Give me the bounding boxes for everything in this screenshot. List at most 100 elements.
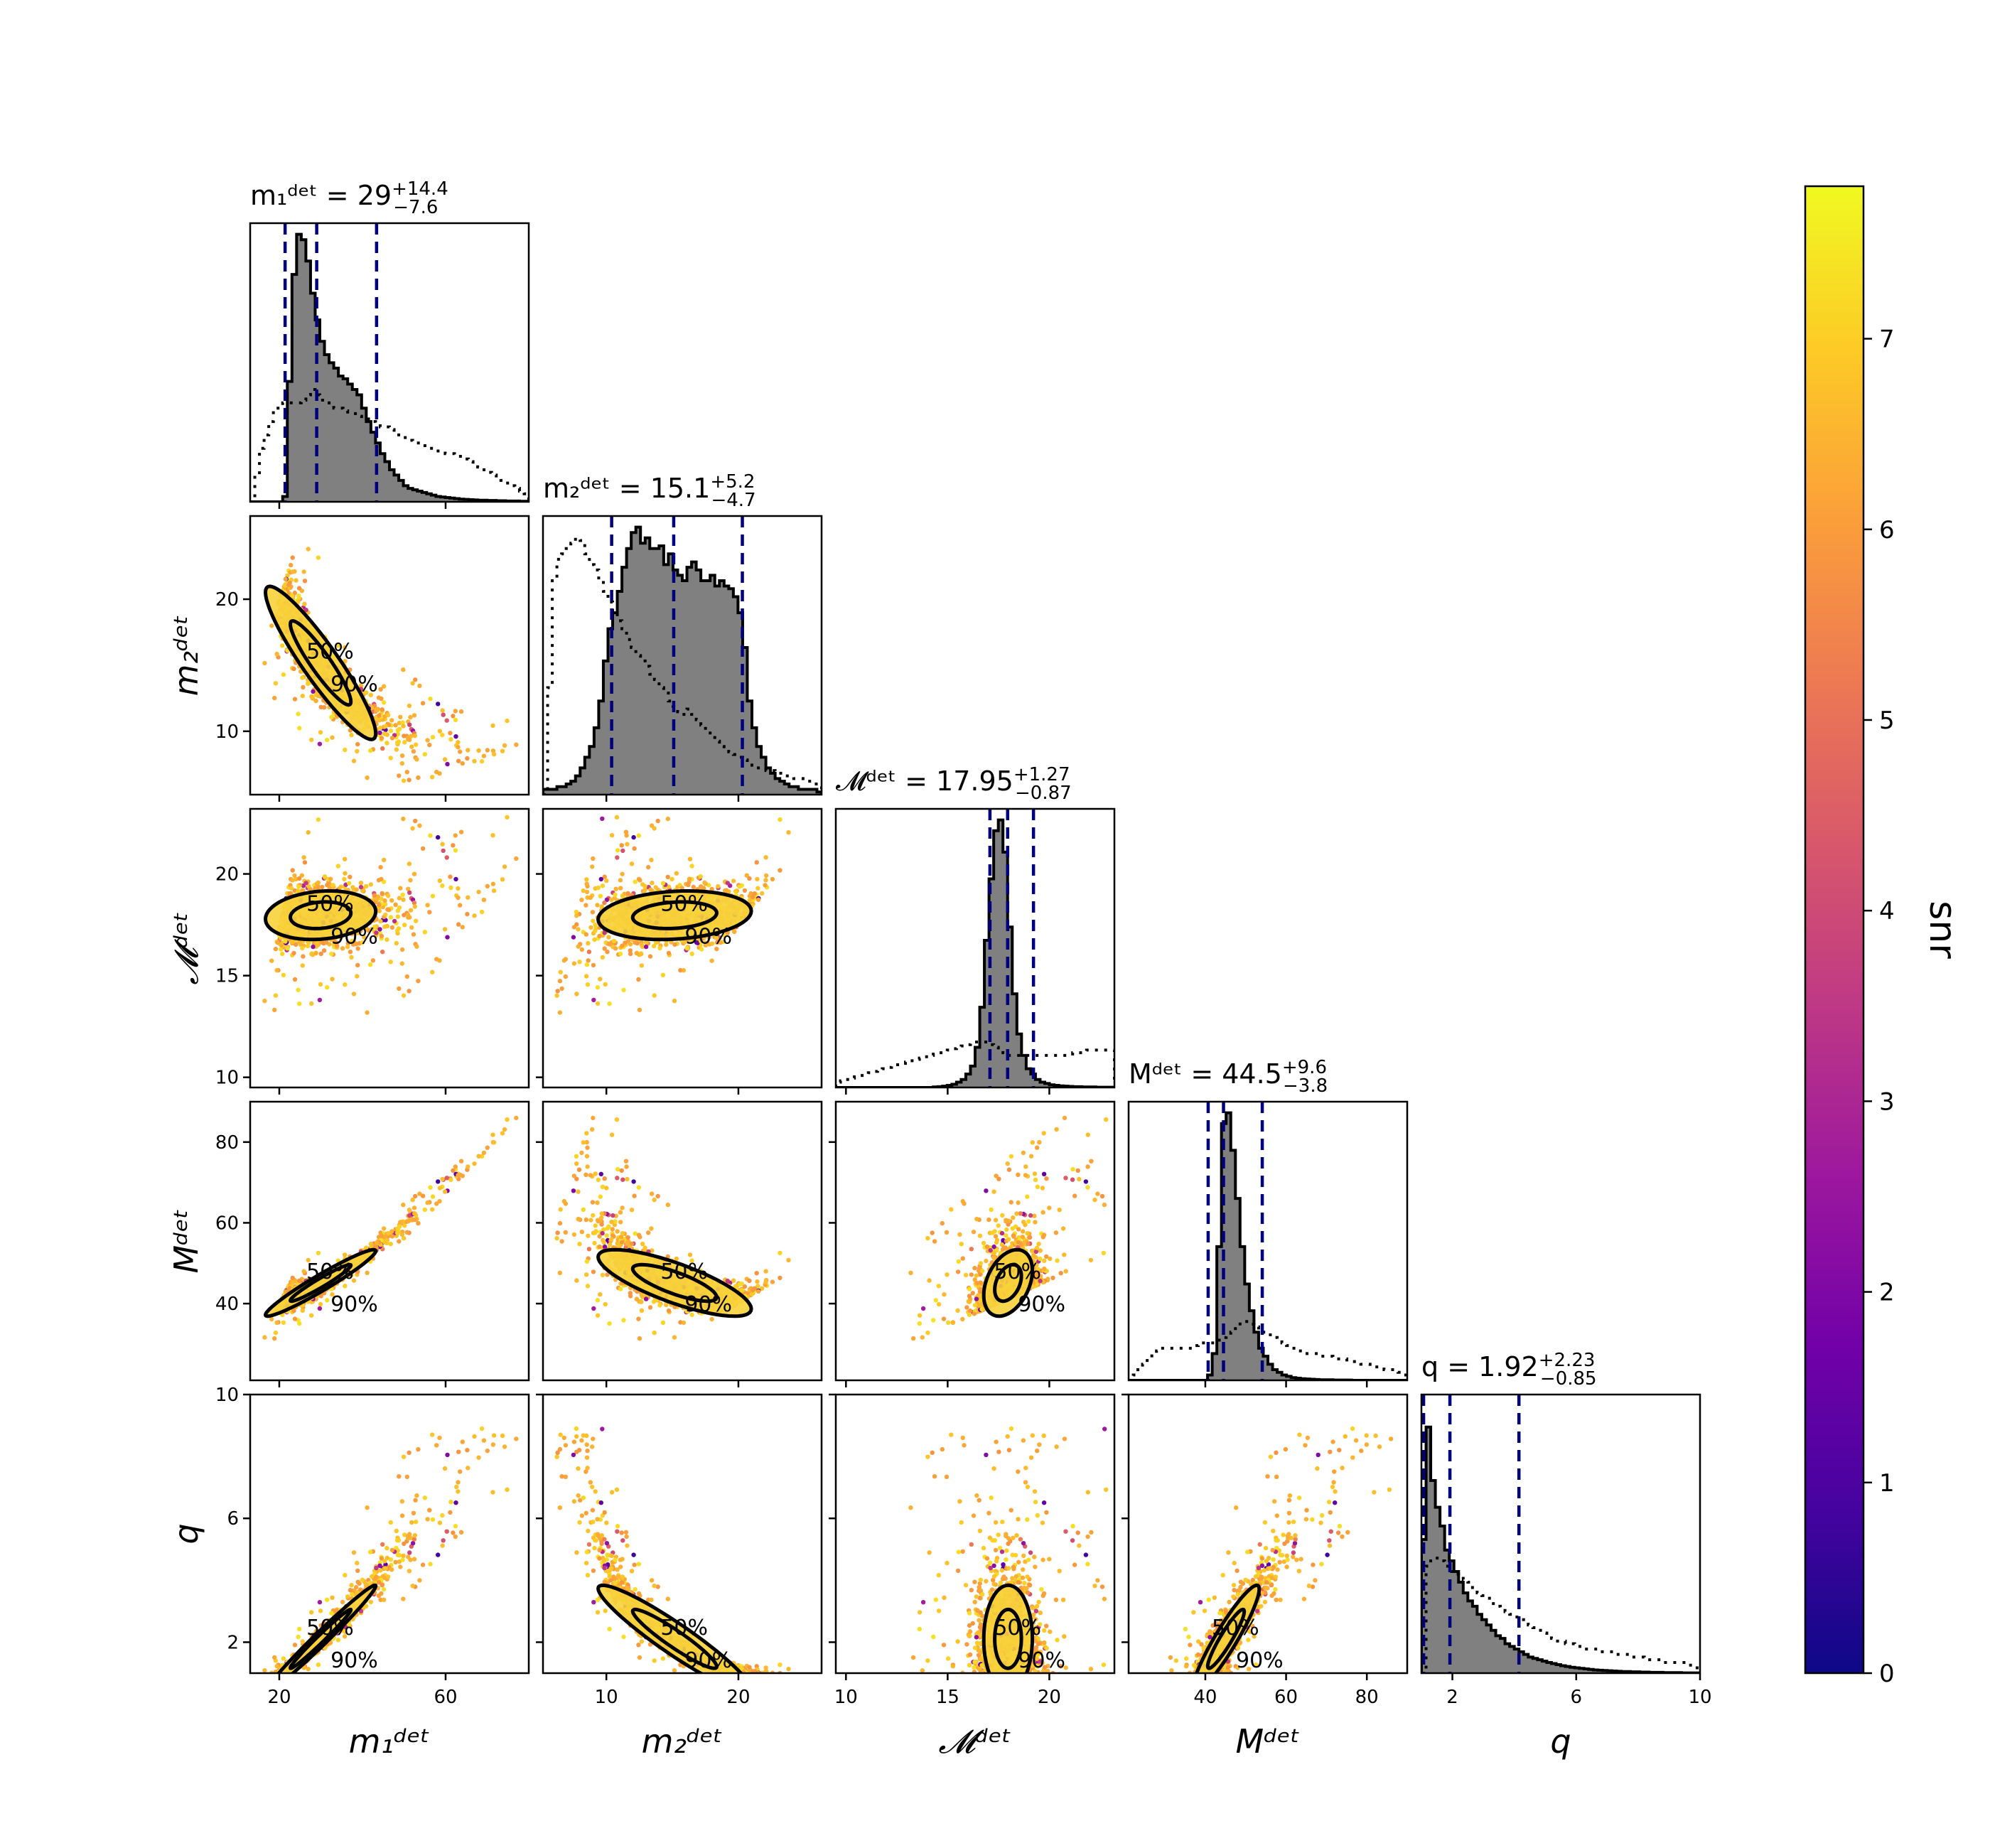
panel-title: m₁ᵈᵉᵗ = 29+14.4 −7.6 <box>250 178 448 218</box>
scatter-point <box>436 1179 441 1184</box>
scatter-point <box>300 963 305 968</box>
scatter-point <box>316 817 321 822</box>
scatter-point <box>349 955 354 960</box>
scatter-point <box>770 876 775 882</box>
scatter-point <box>456 745 461 750</box>
scatter-point <box>343 747 348 753</box>
scatter-point <box>382 924 387 930</box>
scatter-point <box>427 742 432 748</box>
scatter-point <box>505 815 510 820</box>
scatter-point <box>367 962 373 967</box>
scatter-point <box>709 958 714 963</box>
scatter-point <box>400 892 405 898</box>
scatter-point <box>491 888 497 893</box>
scatter-point <box>650 881 655 886</box>
scatter-point <box>389 736 395 741</box>
scatter-point <box>407 861 412 866</box>
scatter-point <box>402 923 407 928</box>
scatter-point <box>355 741 360 747</box>
scatter-point <box>615 855 620 860</box>
scatter-point <box>301 569 306 574</box>
scatter-point <box>584 877 589 882</box>
scatter-point <box>441 712 446 717</box>
scatter-point <box>395 728 401 733</box>
scatter-point <box>377 730 382 736</box>
scatter-point <box>588 895 593 901</box>
scatter-point <box>628 942 633 947</box>
scatter-point <box>360 940 365 945</box>
scatter-point <box>394 747 399 752</box>
panel-frame <box>542 807 823 1089</box>
scatter-point <box>302 601 307 606</box>
scatter-point <box>300 945 305 951</box>
scatter-point <box>316 880 321 886</box>
scatter-point <box>755 897 761 903</box>
scatter-point <box>413 818 418 824</box>
title-err-plus: +5.2 <box>710 471 755 493</box>
scatter-point <box>411 932 416 937</box>
scatter-point <box>428 833 433 838</box>
scatter-point <box>698 874 703 879</box>
scatter-point <box>460 761 465 766</box>
scatter-point <box>289 562 294 568</box>
scatter-point <box>290 555 295 560</box>
scatter-point <box>598 977 603 982</box>
scatter-point <box>330 977 335 982</box>
scatter-point <box>368 692 373 697</box>
scatter-point <box>281 972 286 978</box>
scatter-point <box>571 961 577 966</box>
scatter-point <box>615 848 620 853</box>
scatter-point <box>633 879 638 884</box>
scatter-point <box>786 829 791 835</box>
scatter-point <box>763 883 768 888</box>
scatter-point <box>472 758 477 764</box>
scatter-point <box>407 737 412 743</box>
scatter-point <box>571 935 576 940</box>
scatter-point <box>602 946 607 951</box>
scatter-point <box>593 928 598 933</box>
scatter-point <box>655 818 660 824</box>
scatter-point <box>358 884 364 890</box>
scatter-point <box>393 723 398 728</box>
scatter-point <box>325 985 330 990</box>
scatter-point <box>398 714 403 719</box>
scatter-point <box>389 718 394 723</box>
scatter-point <box>590 910 596 915</box>
title-err-minus: −4.7 <box>711 490 755 511</box>
scatter-point <box>600 955 606 960</box>
scatter-point <box>309 737 314 743</box>
scatter-point <box>456 740 461 745</box>
scatter-point <box>491 752 497 757</box>
scatter-point <box>354 942 359 947</box>
scatter-point <box>358 683 364 688</box>
scatter-point <box>643 940 649 945</box>
scatter-point <box>296 884 301 889</box>
scatter-point <box>338 884 343 889</box>
scatter-point <box>397 773 402 778</box>
scatter-point <box>388 915 394 920</box>
scatter-point <box>620 848 625 854</box>
scatter-point <box>302 579 308 584</box>
scatter-point <box>660 881 666 886</box>
scatter-point <box>388 960 393 965</box>
scatter-point <box>379 696 384 702</box>
scatter-point <box>620 893 625 898</box>
scatter-point <box>583 974 589 979</box>
scatter-point <box>303 608 308 613</box>
scatter-point <box>584 962 590 967</box>
scatter-point <box>646 864 651 870</box>
scatter-point <box>342 876 347 882</box>
scatter-point <box>412 734 417 738</box>
scatter-point <box>397 896 402 901</box>
scatter-point <box>379 896 384 901</box>
scatter-point <box>283 939 288 944</box>
scatter-point <box>394 928 400 933</box>
scatter-point <box>742 888 748 893</box>
scatter-point <box>598 893 603 898</box>
scatter-point <box>603 982 608 987</box>
scatter-point <box>614 815 620 820</box>
scatter-point <box>291 666 296 672</box>
scatter-point <box>350 938 355 944</box>
scatter-point <box>412 904 417 909</box>
scatter-point <box>485 748 490 753</box>
